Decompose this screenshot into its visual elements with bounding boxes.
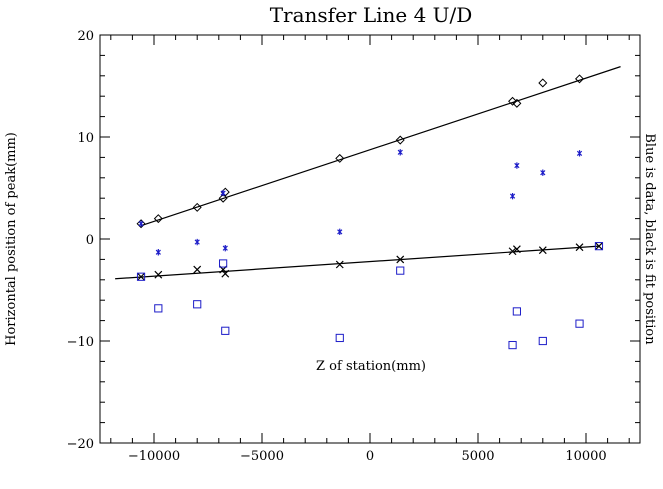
star-marker — [337, 228, 343, 236]
diamond-marker — [136, 219, 146, 229]
y-tick-label: −10 — [67, 335, 94, 350]
star-marker — [509, 192, 516, 200]
x-tick-label: 5000 — [461, 449, 494, 464]
x-tick-label: −5000 — [240, 449, 284, 464]
star-marker — [397, 149, 403, 156]
cross-marker — [154, 270, 163, 279]
star-marker — [576, 150, 583, 157]
fit-line — [115, 245, 600, 280]
cross-marker — [335, 260, 344, 269]
cross-marker — [137, 272, 145, 281]
y-tick-label: 0 — [86, 233, 94, 248]
diamond-marker — [218, 193, 228, 203]
cross-marker — [512, 245, 521, 254]
square-marker — [538, 336, 547, 346]
cross-marker — [193, 265, 202, 274]
cross-marker — [575, 243, 584, 252]
square-marker — [193, 300, 202, 309]
diamond-marker — [395, 135, 405, 145]
diamond-marker — [538, 78, 548, 88]
x-tick-label: 0 — [366, 449, 374, 464]
square-marker — [594, 242, 604, 251]
star-marker — [138, 220, 144, 227]
diamond-marker — [335, 153, 345, 163]
square-marker — [335, 333, 344, 343]
diamond-marker — [508, 96, 518, 106]
square-marker — [136, 272, 146, 281]
square-marker — [512, 307, 521, 316]
diamond-marker — [153, 214, 163, 224]
x-tick-label: 10000 — [565, 449, 606, 464]
axis-ticks — [100, 34, 640, 444]
chart-title: Transfer Line 4 U/D — [270, 3, 473, 27]
plot-frame — [99, 34, 641, 444]
star-marker — [540, 169, 546, 176]
axis-tick-labels: −10000 −5000 0 5000 10000 −20 −10 0 10 20 — [67, 29, 607, 464]
x-axis-label: Z of station(mm) — [316, 359, 426, 374]
square-marker — [154, 304, 163, 313]
y-axis-label: Horizontal position of peak(mm) — [4, 132, 19, 346]
diamond-marker — [575, 74, 585, 84]
right-side-label: Blue is data, black is fit position — [642, 133, 657, 345]
star-marker — [514, 162, 520, 169]
square-marker — [219, 259, 228, 268]
cross-marker — [396, 255, 405, 264]
x-tick-label: −10000 — [128, 449, 180, 464]
data-points — [136, 74, 604, 350]
y-tick-label: −20 — [67, 437, 94, 452]
y-tick-label: 10 — [77, 131, 94, 146]
star-marker — [220, 189, 226, 197]
star-marker — [194, 238, 200, 246]
square-marker — [508, 340, 517, 350]
y-tick-label: 20 — [77, 29, 94, 44]
fit-line — [140, 66, 621, 227]
square-marker — [396, 266, 405, 275]
plot-border — [99, 34, 641, 444]
star-marker — [222, 244, 228, 252]
star-marker — [155, 249, 161, 256]
cross-marker — [508, 247, 517, 256]
cross-marker — [538, 246, 547, 255]
fit-lines — [115, 66, 621, 280]
diamond-marker — [192, 202, 202, 212]
square-marker — [221, 326, 230, 335]
diamond-marker — [512, 98, 522, 108]
cross-marker — [221, 269, 230, 278]
square-marker — [575, 319, 584, 328]
cross-marker — [595, 242, 603, 251]
